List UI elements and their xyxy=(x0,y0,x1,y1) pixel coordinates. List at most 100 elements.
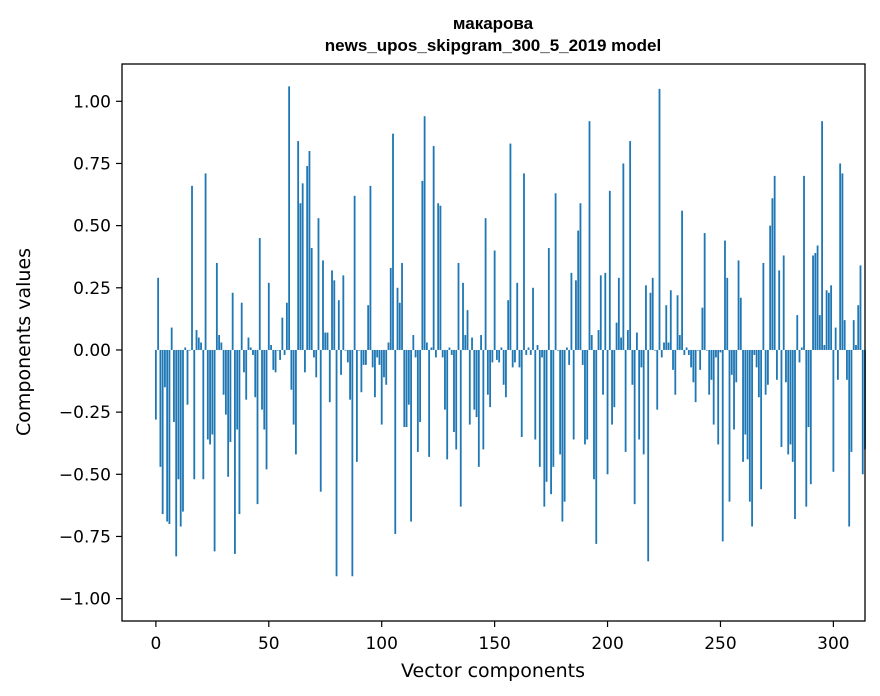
bar-209 xyxy=(626,330,629,350)
bar-130 xyxy=(448,347,451,350)
bar-62 xyxy=(294,349,297,455)
x-tick-label: 150 xyxy=(478,634,510,654)
bar-4 xyxy=(164,349,166,388)
bar-149 xyxy=(491,349,494,363)
bar-179 xyxy=(559,349,562,455)
bar-292 xyxy=(814,252,817,350)
bar-312 xyxy=(859,265,862,350)
bar-250 xyxy=(719,349,722,353)
bar-298 xyxy=(827,292,830,350)
bar-27 xyxy=(215,262,218,350)
bar-310 xyxy=(855,344,857,350)
bar-129 xyxy=(446,349,449,460)
bar-6 xyxy=(168,349,171,525)
bar-204 xyxy=(615,322,618,350)
bar-22 xyxy=(204,173,207,350)
bar-276 xyxy=(778,270,781,350)
bar-3 xyxy=(161,349,164,515)
bar-270 xyxy=(764,349,767,395)
bar-232 xyxy=(678,335,681,350)
bar-60 xyxy=(290,349,293,390)
bar-213 xyxy=(636,332,638,350)
bar-147 xyxy=(486,349,489,395)
bar-94 xyxy=(367,305,370,350)
bar-274 xyxy=(773,175,776,350)
bar-182 xyxy=(565,347,568,350)
bar-174 xyxy=(547,248,550,350)
x-tick-label: 50 xyxy=(258,634,280,654)
bar-186 xyxy=(575,280,577,350)
bar-293 xyxy=(816,245,819,350)
bar-128 xyxy=(444,349,446,410)
bar-268 xyxy=(760,349,763,490)
bar-1 xyxy=(157,277,160,350)
bar-258 xyxy=(737,260,740,350)
bar-102 xyxy=(385,349,388,385)
bar-172 xyxy=(543,349,546,507)
bar-151 xyxy=(495,349,498,360)
bar-278 xyxy=(782,255,785,350)
x-axis-ticks: 0 50 100 150 200 250 300 xyxy=(150,621,850,654)
bar-294 xyxy=(818,315,821,350)
bar-272 xyxy=(769,225,772,350)
x-tick-label: 300 xyxy=(817,634,849,654)
bar-121 xyxy=(428,349,431,457)
bar-100 xyxy=(380,349,383,425)
bar-124 xyxy=(435,349,437,358)
bar-106 xyxy=(394,349,397,534)
bar-185 xyxy=(572,349,575,440)
bar-68 xyxy=(308,151,311,350)
bar-76 xyxy=(326,332,329,350)
bar-214 xyxy=(638,349,641,440)
bar-46 xyxy=(258,238,261,350)
bar-113 xyxy=(410,349,412,522)
bar-210 xyxy=(629,141,632,350)
bar-287 xyxy=(803,175,805,350)
y-tick-label: 0.25 xyxy=(73,279,111,299)
y-tick-label: 0.50 xyxy=(73,217,111,237)
bar-296 xyxy=(823,344,826,350)
bar-134 xyxy=(457,262,460,350)
bar-189 xyxy=(581,349,584,365)
bar-48 xyxy=(263,349,266,430)
bar-24 xyxy=(209,349,211,445)
bar-297 xyxy=(825,290,828,350)
bar-54 xyxy=(276,349,279,351)
bar-59 xyxy=(288,86,291,350)
bar-156 xyxy=(507,300,510,350)
bar-257 xyxy=(735,349,738,383)
bar-114 xyxy=(412,335,415,350)
bar-261 xyxy=(744,349,747,435)
bar-187 xyxy=(577,230,580,350)
bar-170 xyxy=(538,349,541,467)
bar-239 xyxy=(694,349,697,403)
bar-198 xyxy=(602,349,604,395)
y-tick-label: −1.00 xyxy=(59,590,111,610)
bar-87 xyxy=(351,349,354,577)
bar-50 xyxy=(267,282,270,350)
bar-176 xyxy=(552,349,555,467)
bar-282 xyxy=(791,349,794,462)
bar-212 xyxy=(633,349,636,505)
bar-164 xyxy=(525,349,528,355)
bar-253 xyxy=(726,277,729,350)
bar-7 xyxy=(170,327,173,350)
bar-194 xyxy=(593,349,595,480)
bar-290 xyxy=(809,349,812,485)
bar-190 xyxy=(584,349,586,445)
bar-199 xyxy=(604,272,607,350)
bar-235 xyxy=(685,347,688,350)
bar-193 xyxy=(590,335,593,350)
bar-236 xyxy=(687,349,690,355)
bar-31 xyxy=(224,349,227,415)
bar-262 xyxy=(746,349,749,460)
bar-230 xyxy=(674,349,677,395)
bar-233 xyxy=(681,210,683,350)
bar-40 xyxy=(245,349,248,400)
bar-222 xyxy=(656,349,659,410)
bar-123 xyxy=(432,146,435,350)
bar-241 xyxy=(699,349,702,370)
bar-225 xyxy=(663,342,665,350)
bar-71 xyxy=(315,349,318,378)
bar-218 xyxy=(647,349,650,562)
